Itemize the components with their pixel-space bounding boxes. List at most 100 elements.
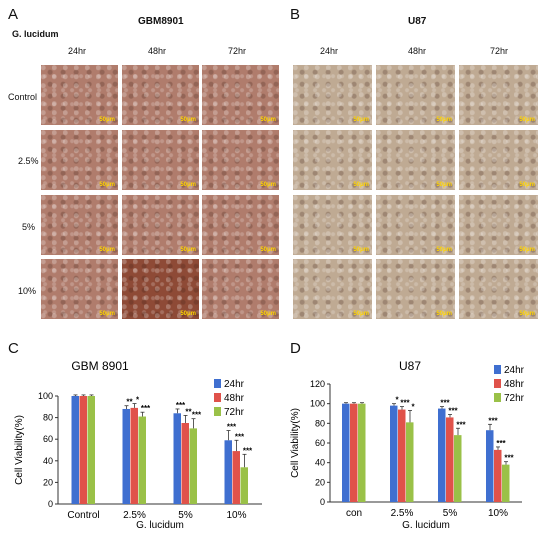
col-label-b-48hr: 48hr bbox=[408, 46, 427, 56]
x-axis-label: G. lucidum bbox=[136, 520, 184, 531]
chart-title: GBM 8901 bbox=[71, 359, 129, 373]
col-label-b-24hr: 24hr bbox=[320, 46, 339, 56]
y-tick-label: 80 bbox=[315, 418, 325, 428]
scale-bar-label: 50μm bbox=[436, 117, 452, 123]
y-tick-label: 60 bbox=[315, 438, 325, 448]
scale-bar-label: 50μm bbox=[99, 247, 115, 253]
bar-24hr-2 bbox=[173, 413, 181, 504]
treatment-label: G. lucidum bbox=[12, 29, 59, 39]
bar-24hr-1 bbox=[122, 408, 130, 504]
micrograph-a-r0-c2: 50μm bbox=[202, 65, 279, 125]
scale-bar-label: 50μm bbox=[260, 182, 276, 188]
col-label-a-72hr: 72hr bbox=[228, 46, 247, 56]
legend-label-48hr: 48hr bbox=[504, 379, 525, 390]
micrograph-a-r1-c0: 50μm bbox=[41, 130, 118, 190]
scale-bar-label: 50μm bbox=[353, 311, 369, 317]
legend-label-24hr: 24hr bbox=[504, 365, 525, 376]
bar-72hr-2 bbox=[454, 435, 462, 502]
col-label-b-72hr: 72hr bbox=[490, 46, 509, 56]
scale-bar-label: 50μm bbox=[519, 117, 535, 123]
legend-label-72hr: 72hr bbox=[504, 393, 525, 404]
significance-mark: * bbox=[395, 396, 399, 405]
micrograph-b-r1-c1: 50μm bbox=[376, 130, 455, 190]
bar-24hr-1 bbox=[390, 405, 398, 502]
row-label-10: 10% bbox=[18, 286, 37, 296]
scale-bar-label: 50μm bbox=[260, 311, 276, 317]
bar-48hr-3 bbox=[494, 449, 502, 502]
col-label-a-24hr: 24hr bbox=[68, 46, 87, 56]
significance-mark: *** bbox=[227, 423, 237, 432]
y-tick-label: 20 bbox=[43, 477, 53, 487]
row-label-5: 5% bbox=[22, 222, 36, 232]
bar-24hr-2 bbox=[438, 408, 446, 502]
significance-mark: *** bbox=[192, 411, 202, 420]
y-tick-label: 80 bbox=[43, 413, 53, 423]
panel-b-title: U87 bbox=[408, 16, 427, 27]
x-tick-label: 5% bbox=[178, 510, 193, 521]
micrograph-a-r3-c1: 50μm bbox=[122, 259, 199, 319]
micrograph-b-r0-c0: 50μm bbox=[293, 65, 372, 125]
y-tick-label: 100 bbox=[310, 399, 325, 409]
bar-48hr-1 bbox=[130, 407, 138, 504]
significance-mark: *** bbox=[235, 432, 245, 441]
scale-bar-label: 50μm bbox=[436, 182, 452, 188]
legend-swatch-24hr bbox=[494, 365, 501, 374]
x-tick-label: 10% bbox=[226, 510, 246, 521]
bar-48hr-1 bbox=[398, 409, 406, 502]
micrograph-b-r2-c0: 50μm bbox=[293, 195, 372, 255]
scale-bar-label: 50μm bbox=[180, 182, 196, 188]
bar-chart-gbm8901: GBM 8901 Cell Viability(%) 0 20 40 60 80 100 Con… bbox=[14, 359, 262, 531]
y-tick-label: 120 bbox=[310, 379, 325, 389]
panel-letter-c: C bbox=[8, 340, 19, 357]
significance-mark: *** bbox=[176, 401, 186, 410]
legend-label-24hr: 24hr bbox=[224, 379, 245, 390]
significance-mark: *** bbox=[141, 404, 151, 413]
significance-mark: * bbox=[411, 403, 415, 412]
micrograph-b-r1-c0: 50μm bbox=[293, 130, 372, 190]
micrograph-b-r0-c1: 50μm bbox=[376, 65, 455, 125]
scale-bar-label: 50μm bbox=[353, 117, 369, 123]
bar-24hr-0 bbox=[342, 403, 350, 502]
y-axis-label: Cell Viability(%) bbox=[14, 415, 25, 485]
y-tick-label: 0 bbox=[48, 499, 53, 509]
scale-bar-label: 50μm bbox=[353, 182, 369, 188]
panel-letter-d: D bbox=[290, 340, 301, 357]
micrograph-a-r3-c0: 50μm bbox=[41, 259, 118, 319]
bar-48hr-0 bbox=[350, 403, 358, 502]
x-tick-label: Control bbox=[67, 510, 99, 521]
legend-label-48hr: 48hr bbox=[224, 393, 245, 404]
x-tick-label: 2.5% bbox=[391, 508, 414, 519]
micrograph-b-r0-c2: 50μm bbox=[459, 65, 538, 125]
x-tick-label: con bbox=[346, 508, 362, 519]
panel-letter-b: B bbox=[290, 6, 301, 23]
micrograph-a-r2-c2: 50μm bbox=[202, 195, 279, 255]
y-tick-label: 60 bbox=[43, 434, 53, 444]
x-tick-label: 2.5% bbox=[123, 510, 146, 521]
micrograph-b-r3-c0: 50μm bbox=[293, 259, 372, 319]
legend-label-72hr: 72hr bbox=[224, 407, 245, 418]
significance-mark: ** bbox=[126, 398, 133, 407]
scale-bar-label: 50μm bbox=[260, 247, 276, 253]
bar-48hr-2 bbox=[181, 423, 189, 504]
bar-24hr-0 bbox=[71, 396, 79, 504]
significance-mark: *** bbox=[496, 439, 506, 448]
legend-swatch-48hr bbox=[494, 379, 501, 388]
chart-title: U87 bbox=[399, 359, 421, 373]
bar-48hr-2 bbox=[446, 417, 454, 502]
micrograph-b-r2-c1: 50μm bbox=[376, 195, 455, 255]
bar-24hr-3 bbox=[486, 430, 494, 502]
micrograph-a-r1-c1: 50μm bbox=[122, 130, 199, 190]
y-tick-label: 100 bbox=[38, 391, 53, 401]
bar-72hr-3 bbox=[240, 467, 248, 504]
y-tick-label: 40 bbox=[315, 458, 325, 468]
bar-72hr-1 bbox=[138, 416, 146, 504]
micrograph-b-r3-c1: 50μm bbox=[376, 259, 455, 319]
significance-mark: *** bbox=[448, 406, 458, 415]
legend-swatch-72hr bbox=[494, 393, 501, 402]
scale-bar-label: 50μm bbox=[180, 247, 196, 253]
legend-swatch-72hr bbox=[214, 407, 221, 416]
scale-bar-label: 50μm bbox=[260, 117, 276, 123]
significance-mark: *** bbox=[243, 446, 253, 455]
bar-72hr-3 bbox=[502, 464, 510, 502]
panel-letter-a: A bbox=[8, 6, 19, 23]
